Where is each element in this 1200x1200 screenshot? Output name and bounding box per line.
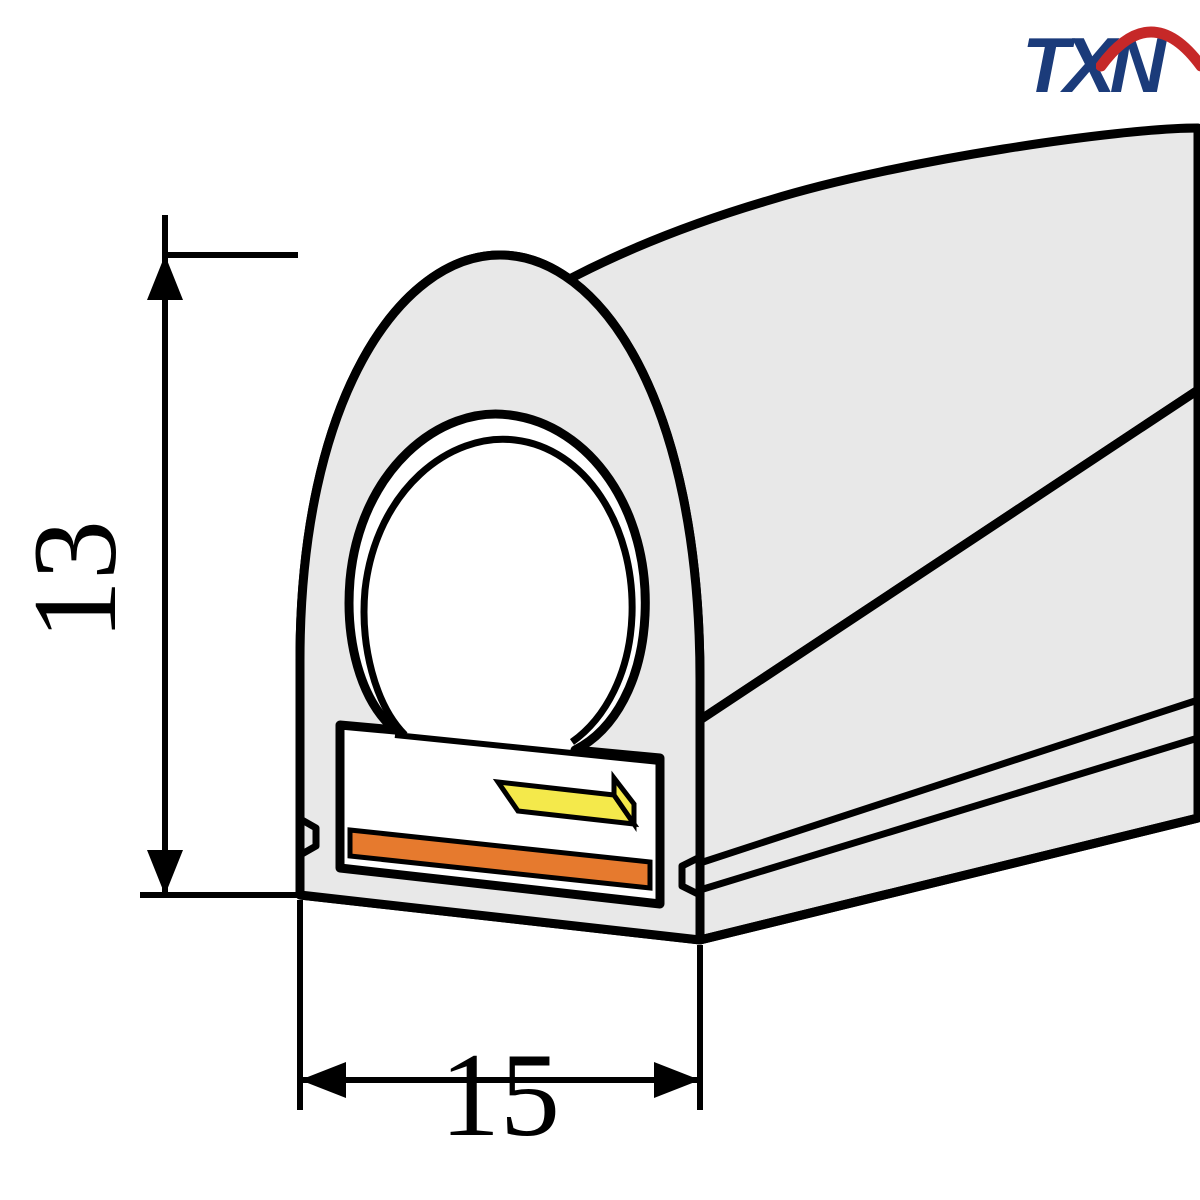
dimension-width-label: 15 bbox=[440, 1028, 560, 1161]
brand-logo: TXN bbox=[1022, 20, 1160, 111]
diagram-canvas: TXN bbox=[0, 0, 1200, 1200]
logo-arc-icon bbox=[1096, 16, 1200, 76]
inner-cavity bbox=[340, 414, 660, 904]
dimension-height: 13 bbox=[8, 215, 298, 895]
dimension-height-label: 13 bbox=[8, 520, 141, 640]
profile-drawing: 13 15 bbox=[0, 0, 1200, 1200]
logo-letter-t: T bbox=[1022, 21, 1064, 109]
dimension-width: 15 bbox=[300, 900, 700, 1161]
